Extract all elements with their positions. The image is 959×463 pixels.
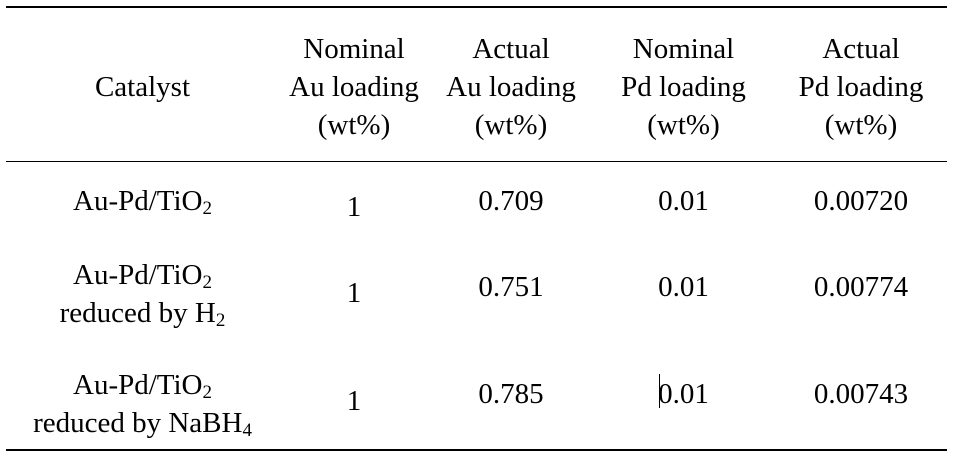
header-actual-pd-line2: Pd loading (798, 71, 924, 103)
header-nominal-pd: Nominal Pd loading (wt%) (606, 30, 761, 144)
table-row-3-actual-au: 0.785 (478, 378, 544, 410)
header-catalyst-label: Catalyst (94, 71, 191, 103)
table-header-rule (6, 161, 947, 162)
table-row-2-nominal-au: 1 (346, 277, 362, 309)
catalyst-name-line2: reduced by NaBH4 (33, 407, 252, 441)
table-row-2-actual-pd: 0.00774 (813, 271, 909, 303)
catalyst-name-line1: Au-Pd/TiO2 (73, 185, 212, 219)
header-nominal-au: Nominal Au loading (wt%) (279, 30, 429, 144)
table-row-2-catalyst: Au-Pd/TiO2 reduced by H2 (6, 256, 279, 332)
table-row-3-actual-pd: 0.00743 (813, 378, 909, 410)
catalyst-name-line2: reduced by H2 (59, 297, 226, 331)
table-bottom-rule (6, 449, 947, 451)
table-row-2-nominal-pd: 0.01 (658, 271, 709, 303)
table-row-1-catalyst: Au-Pd/TiO2 (6, 182, 279, 220)
table-row-3-nominal-pd: 0.01 (658, 378, 709, 410)
table-top-rule (6, 6, 947, 8)
header-actual-au-line1: Actual (472, 33, 550, 65)
header-catalyst: Catalyst (6, 68, 279, 106)
text-cursor (659, 374, 660, 408)
header-actual-pd: Actual Pd loading (wt%) (786, 30, 936, 144)
header-actual-au: Actual Au loading (wt%) (436, 30, 586, 144)
catalyst-name-line1: Au-Pd/TiO2 (73, 369, 212, 403)
table-row-2-actual-au: 0.751 (478, 271, 544, 303)
header-actual-pd-line1: Actual (822, 33, 900, 65)
table-row-3-nominal-au: 1 (346, 385, 362, 417)
header-nominal-pd-line1: Nominal (632, 33, 735, 65)
header-nominal-pd-line2: Pd loading (621, 71, 746, 103)
table-row-1-nominal-pd: 0.01 (658, 185, 709, 217)
table-row-1-nominal-au: 1 (346, 191, 362, 223)
header-nominal-au-line1: Nominal (303, 33, 405, 65)
catalyst-name-line1: Au-Pd/TiO2 (73, 259, 212, 293)
header-actual-au-line3: (wt%) (474, 109, 548, 141)
table-row-3-catalyst: Au-Pd/TiO2 reduced by NaBH4 (6, 366, 279, 442)
header-nominal-pd-line3: (wt%) (647, 109, 720, 141)
header-nominal-au-line3: (wt%) (317, 109, 391, 141)
header-nominal-au-line2: Au loading (289, 71, 419, 103)
table-row-1-actual-pd: 0.00720 (813, 185, 909, 217)
header-actual-pd-line3: (wt%) (824, 109, 898, 141)
header-actual-au-line2: Au loading (446, 71, 576, 103)
table-row-1-actual-au: 0.709 (478, 185, 544, 217)
